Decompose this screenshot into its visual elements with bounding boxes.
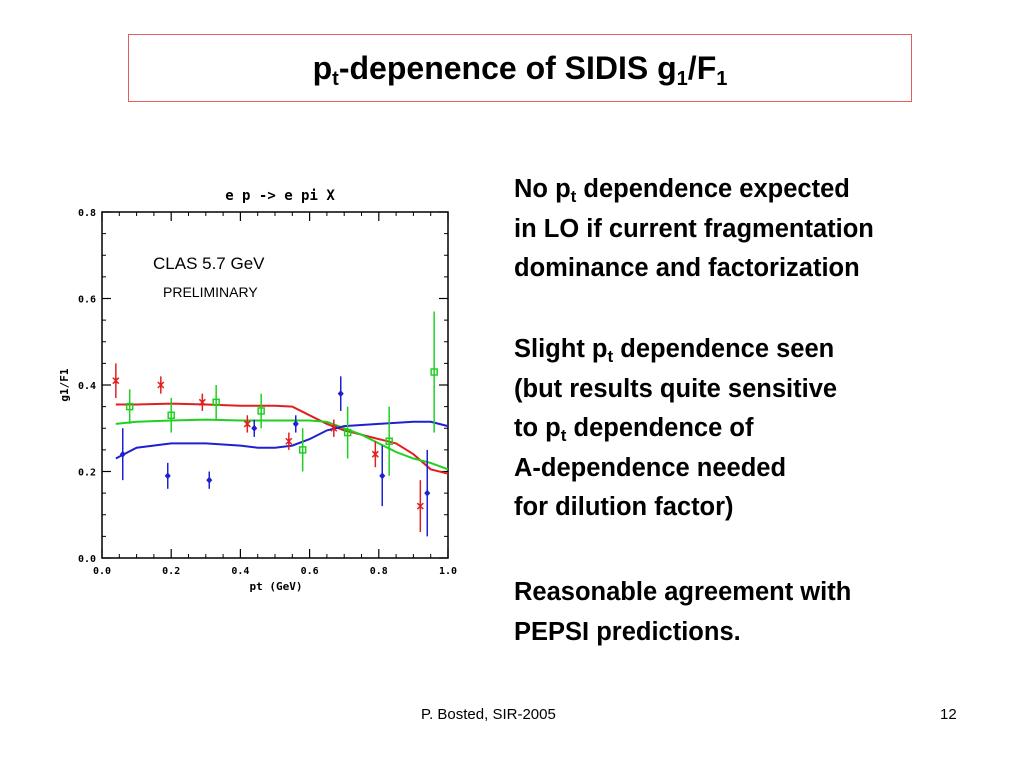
blue-data-point — [251, 424, 258, 432]
green-data-point — [430, 368, 438, 376]
red-data-point — [371, 450, 379, 458]
green-data-point — [385, 437, 393, 445]
green-data-point — [125, 402, 134, 411]
chart: e p -> e pi X g1/F1 pt (GeV) 0.0 0.2 0.4 0.… — [58, 188, 457, 593]
y-tick-label: 0.0 — [78, 554, 96, 565]
x-axis-label: pt (GeV) — [250, 580, 303, 593]
red-data-point — [243, 420, 251, 428]
text-block-1: No pt dependence expected in LO if curre… — [514, 170, 874, 289]
red-curve — [115, 402, 449, 475]
x-tick-label: 0.4 — [231, 566, 249, 577]
text-block-3: Reasonable agreement with PEPSI predicti… — [514, 573, 851, 652]
blue-data-point — [164, 472, 171, 480]
red-data-point — [330, 424, 338, 432]
text-line: to pt dependence of — [514, 414, 754, 445]
blue-data-point — [337, 390, 344, 398]
model-curves — [115, 402, 449, 475]
y-tick-label: 0.8 — [78, 208, 96, 219]
text-block-2: Slight pt dependence seen (but results q… — [514, 330, 837, 528]
green-data-point — [257, 407, 265, 415]
red-data-point — [112, 377, 120, 385]
green-curve — [115, 418, 449, 471]
text-line: Slight pt dependence seen — [514, 335, 835, 366]
x-tick-label: 1.0 — [439, 566, 457, 577]
green-data-point — [167, 411, 175, 420]
text-line: for dilution factor) — [514, 493, 734, 521]
text-line: in LO if current fragmentation — [514, 214, 874, 243]
blue-data-point — [119, 450, 126, 458]
green-data-point — [298, 446, 307, 454]
text-line: Reasonable agreement with — [514, 578, 852, 606]
blue-data-point — [206, 476, 213, 484]
text-line: (but results quite sensitive — [514, 374, 838, 403]
blue-data-point — [424, 489, 431, 497]
x-tick-label: 0.0 — [93, 566, 111, 577]
text-line: dominance and factorization — [514, 254, 860, 282]
blue-curve — [115, 420, 449, 460]
axis-ticks: 0.0 0.2 0.4 0.6 0.8 1.0 0.0 0.2 0.4 0.6 0.8 — [78, 208, 457, 577]
slide-number: 12 — [940, 706, 957, 723]
slide-title: pt-depenence of SIDIS g1/F1 — [312, 49, 728, 90]
y-axis-label: g1/F1 — [58, 368, 71, 401]
green-data-point — [212, 398, 220, 407]
x-tick-label: 0.8 — [370, 566, 388, 577]
text-line: A-dependence needed — [514, 453, 787, 482]
text-line: No pt dependence expected — [514, 175, 850, 206]
red-data-point — [198, 398, 206, 406]
y-tick-label: 0.2 — [78, 468, 96, 479]
red-data-point — [416, 502, 424, 510]
green-data-point — [343, 428, 352, 437]
x-tick-label: 0.2 — [162, 566, 180, 577]
annotation-clas: CLAS 5.7 GeV — [153, 254, 265, 273]
footer-author: P. Bosted, SIR-2005 — [421, 706, 556, 723]
title-box: pt-depenence of SIDIS g1/F1 — [128, 34, 912, 102]
text-line: PEPSI predictions. — [514, 617, 741, 646]
data-points — [112, 311, 438, 537]
red-data-point — [285, 437, 293, 445]
red-data-point — [157, 381, 165, 389]
y-tick-label: 0.6 — [78, 295, 96, 306]
y-tick-label: 0.4 — [78, 381, 96, 392]
annotation-preliminary: PRELIMINARY — [163, 284, 258, 300]
chart-title: e p -> e pi X — [225, 188, 335, 204]
x-tick-label: 0.6 — [301, 566, 319, 577]
blue-data-point — [292, 420, 299, 428]
blue-data-point — [379, 472, 386, 480]
